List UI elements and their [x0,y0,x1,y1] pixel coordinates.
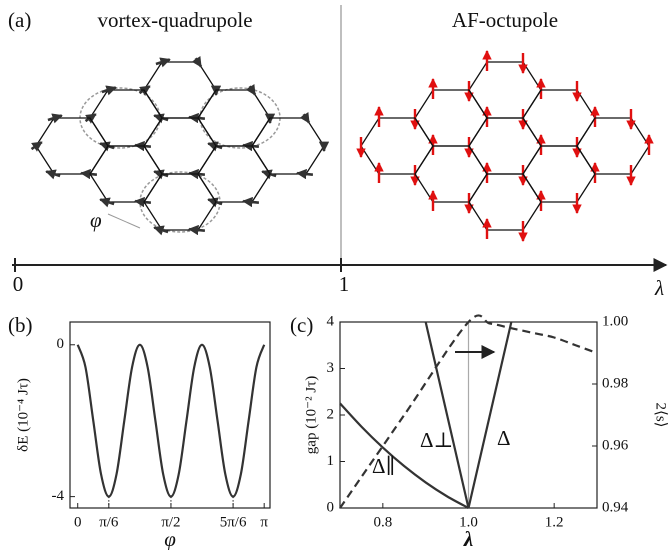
right-title: AF-octupole [452,8,558,32]
x-tick-label: π/2 [161,514,180,530]
angle-ref [107,213,141,229]
angle-label: φ [90,208,102,232]
y-tick-label: 0 [327,499,335,515]
lambda-axis-label: λ [654,276,664,300]
spin-arrow [30,141,43,152]
hexagon [197,145,271,203]
y2-tick-label: 0.94 [602,499,629,515]
panel-label: (a) [8,8,31,32]
hexagon [35,117,109,175]
spin-arrow [138,85,151,96]
lambda-tick-label: 0 [13,272,24,296]
curve [424,321,470,509]
spin-arrow [101,85,117,96]
hexagon [522,89,596,147]
curve-label: Δ [497,426,511,450]
spin-arrow [188,224,206,236]
curve-label: Δ∥ [372,454,395,478]
hexagon [89,145,163,203]
hexagon [468,61,542,119]
vortex-ring [139,171,221,233]
y2-tick-label: 0.96 [602,437,629,453]
spin-arrow [191,56,203,68]
hexagon [468,117,542,175]
spin-arrow [99,197,115,208]
y-tick-label: 4 [327,313,335,329]
lambda-tick-label: 1 [339,272,350,296]
x-tick-label: 0 [74,514,82,530]
curve [339,314,598,509]
hexagon [143,117,217,175]
spin-arrow [153,225,169,236]
spin-arrow [245,84,257,96]
x-tick-label: π [260,514,268,530]
spin-arrow [242,196,260,208]
spin-arrow [299,112,311,124]
y2-tick-label: 0.98 [602,375,628,391]
y-tick-label: 1 [327,453,335,469]
spin-arrow [80,168,98,180]
spin-arrow [296,168,314,180]
x-tick-label: 5π/6 [220,514,247,530]
spin-arrow [134,196,152,208]
y-tick-label: -4 [52,488,65,504]
hexagon [143,61,217,119]
hexagon [251,117,325,175]
left-title: vortex-quadrupole [97,8,252,32]
x-tick-label: 1.0 [459,514,478,530]
y-tick-label: 3 [327,360,335,376]
x-axis-label: λ [463,527,473,550]
spin-arrow [84,113,97,124]
curve [339,402,470,509]
spin-arrow [47,113,63,124]
curve-label: Δ⊥ [420,428,453,452]
y2-axis-label: 2⟨s⟩ [653,402,669,427]
y2-tick-label: 1.00 [602,313,628,329]
hexagon [468,173,542,231]
x-tick-label: 0.8 [373,514,392,530]
x-axis-label: φ [164,527,176,550]
panel-label: (b) [8,313,33,337]
y-axis-label: δE (10⁻⁴ Jτ) [15,378,31,452]
hexagon [414,145,488,203]
hexagon [143,173,217,231]
hexagon [522,145,596,203]
spin-arrow [155,57,171,68]
panel-label: (c) [290,313,313,337]
hexagon [576,117,650,175]
curve [76,343,266,498]
hexagon [414,89,488,147]
y-tick-label: 0 [57,336,65,352]
x-tick-label: 1.2 [545,514,564,530]
y-tick-label: 2 [327,406,335,422]
hexagon [360,117,434,175]
y-axis-label: gap (10⁻² Jτ) [303,376,319,454]
curve [467,321,513,509]
spin-arrow [45,169,61,180]
plot-frame [69,321,271,509]
x-tick-label: π/6 [99,514,119,530]
lattice-layer [30,50,654,242]
